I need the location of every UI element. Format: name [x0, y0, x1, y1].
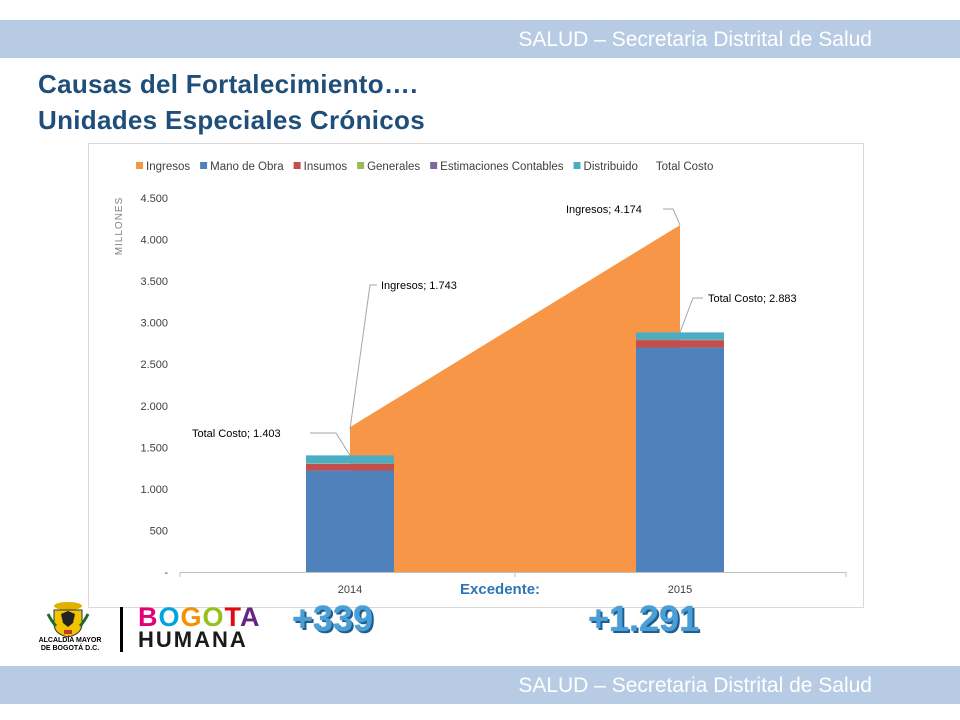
page-title-line2: Unidades Especiales Crónicos — [38, 105, 425, 135]
y-tick-label: 3.000 — [140, 318, 168, 330]
y-tick-label: 3.500 — [140, 276, 168, 288]
legend-entry: Total Costo — [656, 161, 714, 173]
bar-segment — [636, 347, 724, 572]
coat-of-arms-icon — [46, 602, 90, 638]
bogota-letter: G — [180, 602, 203, 632]
legend-swatch — [293, 162, 301, 169]
legend-swatch — [430, 162, 438, 169]
bogota-logo-text: BOGOTA — [138, 602, 261, 632]
excedente-value-2014: +339 — [292, 598, 374, 639]
header-band-text: SALUD – Secretaria Distrital de Salud — [518, 28, 872, 51]
legend-entry: Estimaciones Contables — [440, 161, 564, 173]
annotation-total-costo-2014-leader — [310, 432, 351, 456]
annotation-total-costo-2015: Total Costo; 2.883 — [708, 293, 797, 305]
y-tick-label: 4.000 — [140, 235, 168, 247]
excedente-label: Excedente: — [460, 581, 541, 598]
y-tick-label: 2.500 — [140, 359, 168, 371]
bar-segment — [306, 455, 394, 464]
bar-segment — [306, 470, 394, 572]
header-band: SALUD – Secretaria Distrital de Salud — [0, 20, 960, 58]
x-tick-label: 2015 — [668, 584, 692, 596]
annotation-ingresos-2015: Ingresos; 4.174 — [566, 204, 642, 216]
annotation-ingresos-2015-leader — [663, 208, 681, 226]
legend-entry: Ingresos — [146, 161, 190, 173]
legend-swatch — [136, 162, 143, 169]
legend-entry: Generales — [367, 161, 420, 173]
bar-segment — [306, 463, 394, 471]
legend-entry: Mano de Obra — [210, 161, 284, 173]
logo-divider — [120, 607, 123, 652]
alcaldia-logo-text: ALCALDÍA MAYOR DE BOGOTÁ D.C. — [38, 637, 102, 652]
bogota-letter: T — [224, 602, 241, 632]
y-tick-label: 1.500 — [140, 442, 168, 454]
annotation-ingresos-2014-leader — [349, 284, 377, 430]
bogota-letter: O — [158, 602, 181, 632]
legend-entry: Distribuido — [584, 161, 638, 173]
annotation-total-costo-2015-leader — [679, 297, 703, 333]
page-title: Causas del Fortalecimiento…. Unidades Es… — [38, 66, 425, 138]
x-tick-label: 2014 — [338, 584, 362, 596]
y-tick-label: 4.500 — [140, 193, 168, 205]
y-tick-label: 500 — [150, 525, 168, 537]
footer-band-text: SALUD – Secretaria Distrital de Salud — [518, 674, 872, 697]
bar-segment — [636, 332, 724, 340]
bar-segment — [636, 340, 724, 348]
footer-band: SALUD – Secretaria Distrital de Salud — [0, 666, 960, 704]
legend-swatch — [200, 162, 208, 169]
legend-entry: Insumos — [304, 161, 348, 173]
page-title-line1: Causas del Fortalecimiento…. — [38, 69, 418, 99]
y-tick-label: 2.000 — [140, 401, 168, 413]
bogota-letter: O — [202, 602, 225, 632]
y-tick-label: - — [164, 567, 168, 579]
excedente-value-2015: +1.291 — [588, 598, 700, 639]
y-tick-label: 1.000 — [140, 484, 168, 496]
annotation-total-costo-2014: Total Costo; 1.403 — [192, 428, 281, 440]
annotation-ingresos-2014: Ingresos; 1.743 — [381, 280, 457, 292]
ingresos-area — [350, 225, 680, 572]
chart: Ingresos Mano de Obra Insumos Generales Esti… — [88, 143, 864, 608]
humana-logo-text: HUMANA — [138, 627, 248, 652]
legend-swatch — [357, 162, 365, 169]
bogota-letter: B — [138, 602, 159, 632]
y-axis-label: MILLONES — [114, 197, 125, 256]
legend-swatch — [573, 162, 581, 169]
bogota-letter: A — [240, 602, 261, 632]
